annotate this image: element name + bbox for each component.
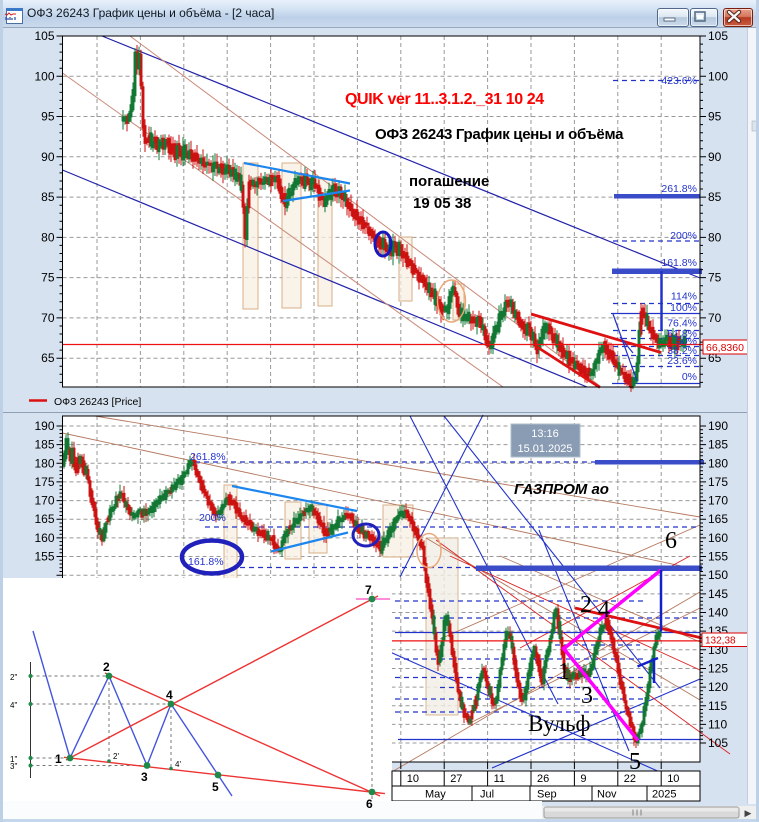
svg-text:11: 11 xyxy=(494,773,505,785)
svg-text:125: 125 xyxy=(708,662,728,676)
svg-text:80: 80 xyxy=(708,230,722,244)
svg-text:4": 4" xyxy=(10,701,17,710)
svg-text:ОФЗ 26243 [Price]: ОФЗ 26243 [Price] xyxy=(54,396,141,408)
svg-text:ГАЗПРОМ ао: ГАЗПРОМ ао xyxy=(514,481,609,498)
svg-text:80: 80 xyxy=(41,230,55,244)
svg-text:165: 165 xyxy=(708,512,728,526)
svg-text:85: 85 xyxy=(41,190,55,204)
svg-text:2: 2 xyxy=(103,660,110,674)
svg-text:Вульф: Вульф xyxy=(528,711,590,736)
svg-text:9: 9 xyxy=(580,773,586,785)
svg-text:1: 1 xyxy=(55,752,62,766)
svg-text:27: 27 xyxy=(450,773,462,785)
svg-text:190: 190 xyxy=(34,419,54,433)
svg-text:155: 155 xyxy=(34,550,54,564)
svg-text:160: 160 xyxy=(34,531,54,545)
svg-text:76.4%: 76.4% xyxy=(667,318,697,330)
svg-text:190: 190 xyxy=(708,419,728,433)
svg-text:6: 6 xyxy=(665,528,677,554)
svg-text:70: 70 xyxy=(708,311,722,325)
svg-text:90: 90 xyxy=(41,150,55,164)
svg-text:105: 105 xyxy=(708,736,728,750)
svg-text:погашение: погашение xyxy=(409,173,489,190)
svg-text:261.8%: 261.8% xyxy=(661,183,697,195)
svg-text:QUIK ver 11..3.1.2._31 10 24: QUIK ver 11..3.1.2._31 10 24 xyxy=(345,91,544,108)
svg-text:65: 65 xyxy=(41,351,55,365)
svg-text:4: 4 xyxy=(598,597,610,623)
svg-text:105: 105 xyxy=(708,29,728,43)
svg-text:200%: 200% xyxy=(199,512,226,524)
svg-text:50%: 50% xyxy=(676,336,697,348)
svg-text:19 05 38: 19 05 38 xyxy=(413,195,471,212)
svg-text:75: 75 xyxy=(708,271,722,285)
svg-text:38.2%: 38.2% xyxy=(667,345,697,357)
svg-text:1": 1" xyxy=(10,755,17,764)
svg-text:Jul: Jul xyxy=(480,789,494,801)
svg-text:3: 3 xyxy=(141,770,148,784)
svg-text:3": 3" xyxy=(10,762,17,771)
svg-text:23.6%: 23.6% xyxy=(667,355,697,367)
svg-text:65: 65 xyxy=(708,351,722,365)
svg-text:7: 7 xyxy=(365,583,372,597)
svg-text:423.6%: 423.6% xyxy=(661,75,697,87)
svg-text:155: 155 xyxy=(708,550,728,564)
svg-text:3: 3 xyxy=(581,683,593,709)
svg-text:175: 175 xyxy=(708,475,728,489)
svg-text:61.8%: 61.8% xyxy=(667,328,697,340)
svg-text:5: 5 xyxy=(212,780,219,794)
svg-text:Nov: Nov xyxy=(597,789,617,801)
svg-text:13:16: 13:16 xyxy=(531,428,559,440)
svg-text:200%: 200% xyxy=(670,230,697,242)
svg-text:26: 26 xyxy=(537,773,549,785)
svg-text:2": 2" xyxy=(10,673,17,682)
svg-text:161.8%: 161.8% xyxy=(188,556,224,568)
svg-text:261.8%: 261.8% xyxy=(190,451,226,463)
svg-text:185: 185 xyxy=(708,438,728,452)
svg-text:10: 10 xyxy=(407,773,419,785)
svg-text:2': 2' xyxy=(113,752,119,761)
svg-text:70: 70 xyxy=(41,311,55,325)
svg-text:120: 120 xyxy=(708,680,728,694)
svg-text:185: 185 xyxy=(34,438,54,452)
svg-text:170: 170 xyxy=(708,494,728,508)
svg-text:180: 180 xyxy=(34,456,54,470)
svg-text:ОФЗ 26243 График цены и объёма: ОФЗ 26243 График цены и объёма xyxy=(375,126,624,143)
svg-text:110: 110 xyxy=(708,717,727,731)
svg-text:145: 145 xyxy=(708,587,728,601)
svg-text:2: 2 xyxy=(580,592,592,618)
svg-text:1: 1 xyxy=(558,659,570,685)
svg-text:175: 175 xyxy=(34,475,54,489)
svg-text:22: 22 xyxy=(624,773,636,785)
svg-text:0%: 0% xyxy=(682,371,697,383)
svg-text:170: 170 xyxy=(34,494,54,508)
svg-text:105: 105 xyxy=(34,29,54,43)
svg-text:90: 90 xyxy=(708,150,722,164)
svg-text:85: 85 xyxy=(708,190,722,204)
svg-text:95: 95 xyxy=(708,110,722,124)
svg-text:4': 4' xyxy=(175,760,181,769)
svg-text:161.8%: 161.8% xyxy=(661,257,697,269)
svg-text:2025: 2025 xyxy=(652,789,676,801)
svg-text:66,8360: 66,8360 xyxy=(706,342,744,354)
svg-text:140: 140 xyxy=(708,606,728,620)
svg-text:May: May xyxy=(425,789,446,801)
svg-text:Sep: Sep xyxy=(537,789,557,801)
svg-text:10: 10 xyxy=(667,773,679,785)
svg-text:6: 6 xyxy=(366,797,373,811)
svg-text:100%: 100% xyxy=(670,302,697,314)
svg-text:95: 95 xyxy=(41,110,55,124)
svg-text:100: 100 xyxy=(708,69,728,83)
svg-text:165: 165 xyxy=(34,512,54,526)
svg-text:132,38: 132,38 xyxy=(705,636,736,647)
svg-text:114%: 114% xyxy=(671,291,697,303)
svg-text:150: 150 xyxy=(708,568,728,582)
svg-text:115: 115 xyxy=(708,699,727,713)
svg-text:15.01.2025: 15.01.2025 xyxy=(517,443,572,455)
svg-text:100: 100 xyxy=(34,69,54,83)
svg-text:180: 180 xyxy=(708,456,728,470)
svg-text:160: 160 xyxy=(708,531,728,545)
svg-text:4: 4 xyxy=(166,688,173,702)
svg-text:75: 75 xyxy=(41,271,55,285)
svg-text:▶: ▶ xyxy=(745,808,752,818)
